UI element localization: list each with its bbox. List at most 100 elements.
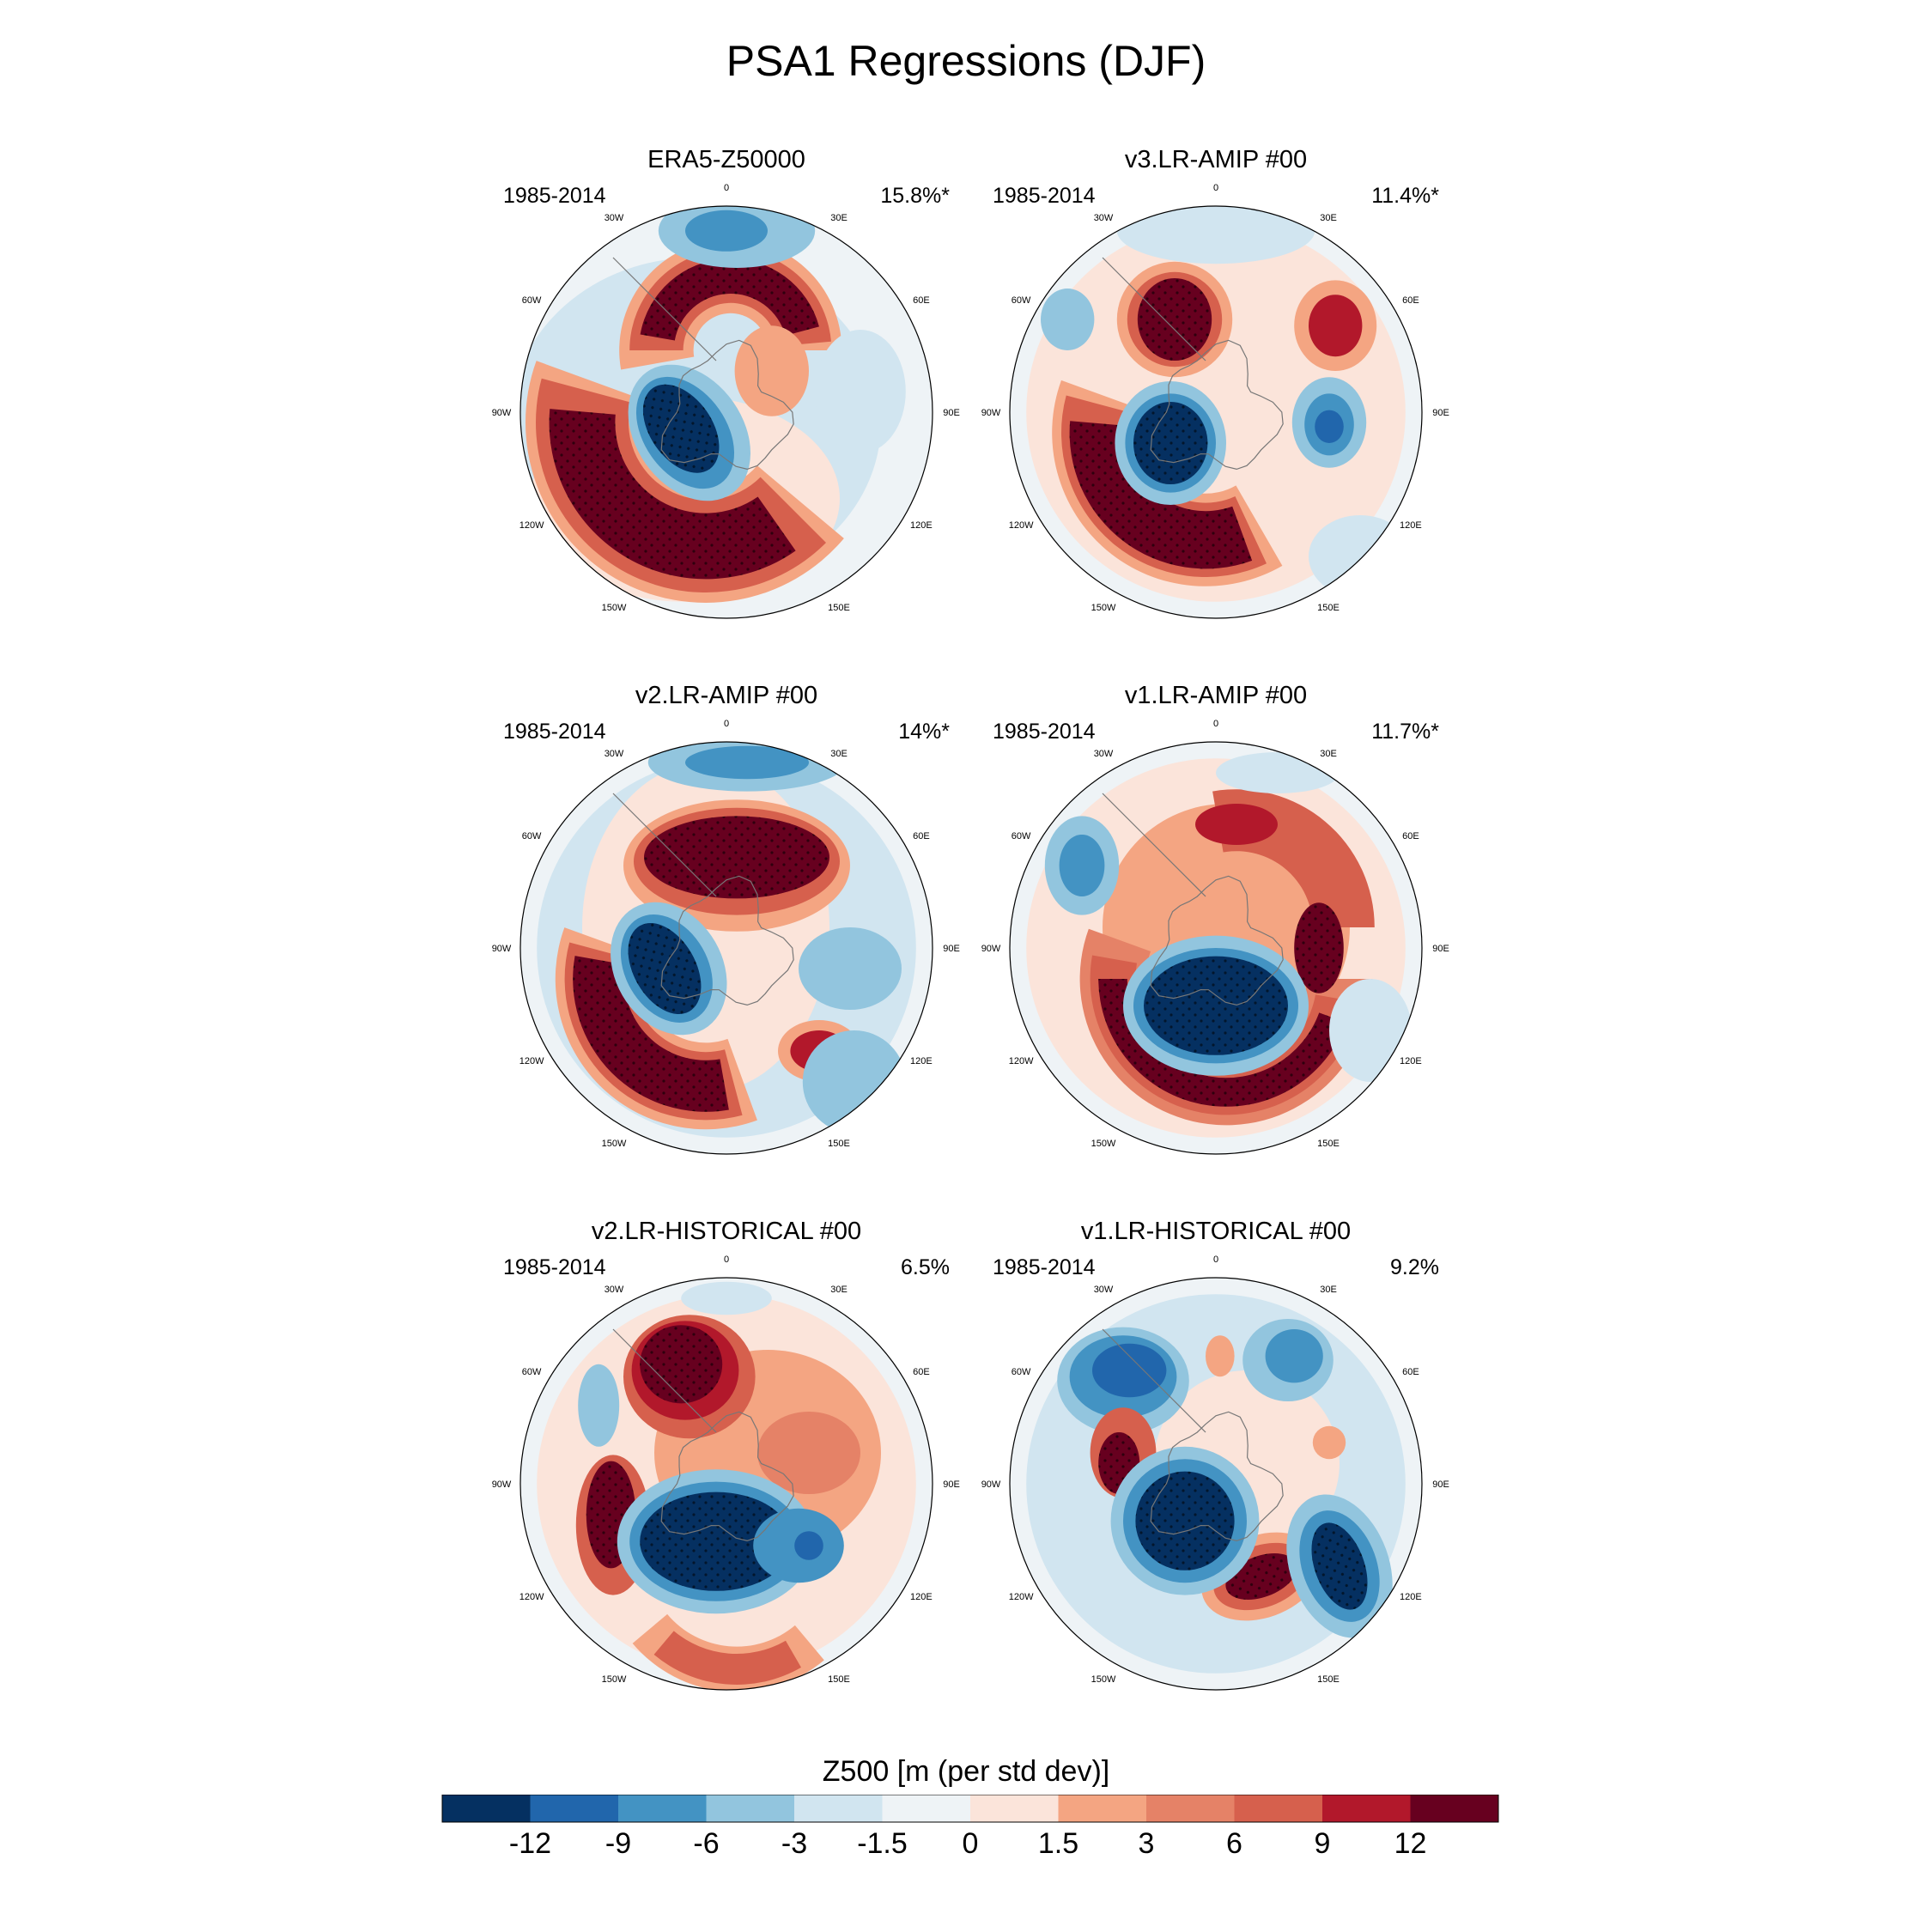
significance-stipple [1137,278,1212,361]
longitude-label: 0 [724,183,729,193]
anomaly-region [1309,295,1363,357]
anomaly-region [1059,835,1105,896]
longitude-label: 90W [981,408,1001,418]
anomaly-field [1010,1278,1422,1690]
longitude-label: 120W [1009,1592,1034,1602]
longitude-label: 120E [910,1592,933,1602]
significance-stipple [628,922,702,1015]
anomaly-region [734,325,809,416]
longitude-label: 30W [1094,213,1114,223]
polar-map-svg: 030E60E90E120E150E180150W120W90W60W30W [492,183,960,619]
longitude-label: 60W [1012,831,1031,841]
longitude-label: 0 [724,1255,729,1265]
longitude-label: 90W [981,1479,1001,1490]
colorbar-swatch [882,1795,971,1822]
longitude-label: 30W [1094,749,1114,759]
polar-map-svg: 030E60E90E120E150E180150W120W90W60W30W [981,719,1449,1155]
longitude-label: 90W [981,944,1001,954]
anomaly-region [681,1281,772,1315]
longitude-label: 90E [943,1479,960,1490]
longitude-label: 150E [828,1139,850,1149]
panel-variance: 11.4%* [1371,184,1439,208]
anomaly-region [1329,979,1412,1082]
longitude-label: 60W [522,295,542,306]
colorbar-tick-label: 12 [1394,1827,1427,1860]
longitude-label: 0 [1213,183,1218,193]
panel-variance: 9.2% [1390,1255,1439,1279]
longitude-label: 150E [1317,603,1340,613]
longitude-label: 150E [1317,1139,1340,1149]
longitude-label: 30E [1320,213,1337,223]
significance-stipple [644,816,829,899]
peninsula-coastline [1102,793,1206,897]
longitude-label: 120E [910,520,933,531]
panel-title: v1.LR-AMIP #00 [1124,682,1308,709]
colorbar-tick-label: -9 [605,1827,631,1860]
longitude-label: 90E [943,944,960,954]
significance-stipple [1311,1522,1368,1610]
longitude-label: 90W [492,1479,512,1490]
map-panel-v2-historical: 030E60E90E120E150E180150W120W90W60W30W v… [469,1218,984,1698]
anomaly-region [1041,289,1095,350]
longitude-label: 0 [1213,1255,1218,1265]
colorbar-title: Z500 [m (per std dev)] [822,1755,1110,1788]
panel-title: v3.LR-AMIP #00 [1124,146,1308,173]
longitude-label: 150W [602,1674,627,1685]
longitude-label: 60E [1402,295,1419,306]
significance-stipple [573,956,729,1112]
colorbar-swatch [442,1795,531,1822]
longitude-label: 60E [1402,831,1419,841]
peninsula-coastline [612,257,717,361]
peninsula-coastline [1102,257,1206,361]
colorbar-tick-label: -1.5 [857,1827,908,1860]
longitude-label: 30E [830,1285,848,1295]
map-boundary [519,1277,933,1691]
longitude-label: 60W [522,1367,542,1377]
peninsula-coastline [1102,1328,1206,1433]
anomaly-field [1010,742,1422,1154]
polar-map-svg: 030E60E90E120E150E180150W120W90W60W30W [981,183,1449,619]
antarctica-coastline [1150,875,1284,1006]
longitude-label: 150E [828,603,850,613]
anomaly-field [1010,206,1422,618]
polar-map-svg: 030E60E90E120E150E180150W120W90W60W30W [492,1255,960,1691]
significance-stipple [1133,402,1208,484]
significance-stipple [1294,902,1344,993]
significance-stipple [1098,979,1346,1107]
panel-period: 1985-2014 [993,184,1096,208]
significance-stipple [640,1492,793,1591]
longitude-label: 90W [492,944,512,954]
panel-variance: 15.8%* [880,184,950,208]
antarctica-coastline [660,875,794,1006]
panel-period: 1985-2014 [503,720,606,744]
anomaly-region [757,1412,860,1494]
longitude-label: 120W [519,520,544,531]
longitude-label: 60E [1402,1367,1419,1377]
colorbar-swatch [1146,1795,1235,1822]
longitude-label: 30E [1320,1285,1337,1295]
map-panel-v1-amip: 030E60E90E120E150E180150W120W90W60W30W v… [958,682,1473,1163]
anomaly-region [1116,206,1315,264]
anomaly-region [653,1631,801,1685]
longitude-label: 60W [1012,295,1031,306]
map-boundary [1009,741,1423,1155]
anomaly-region [799,927,902,1010]
significance-stipple [549,409,796,580]
panel-variance: 14%* [898,720,950,744]
longitude-label: 60E [913,831,930,841]
significance-stipple [1144,956,1288,1055]
longitude-label: 150W [602,1139,627,1149]
anomaly-region [1315,410,1344,443]
significance-stipple [640,258,819,341]
map-panel-era5: 030E60E90E120E150E180150W120W90W60W30W E… [469,146,984,627]
longitude-label: 120E [1400,520,1422,531]
colorbar-swatch [706,1795,795,1822]
longitude-label: 120E [1400,1056,1422,1066]
panel-variance: 11.7%* [1371,720,1439,744]
colorbar-tick-label: -3 [781,1827,807,1860]
colorbar-swatch [1058,1795,1147,1822]
panel-title: ERA5-Z50000 [647,146,805,173]
anomaly-region [1092,1343,1167,1398]
longitude-label: 150W [1091,1674,1116,1685]
